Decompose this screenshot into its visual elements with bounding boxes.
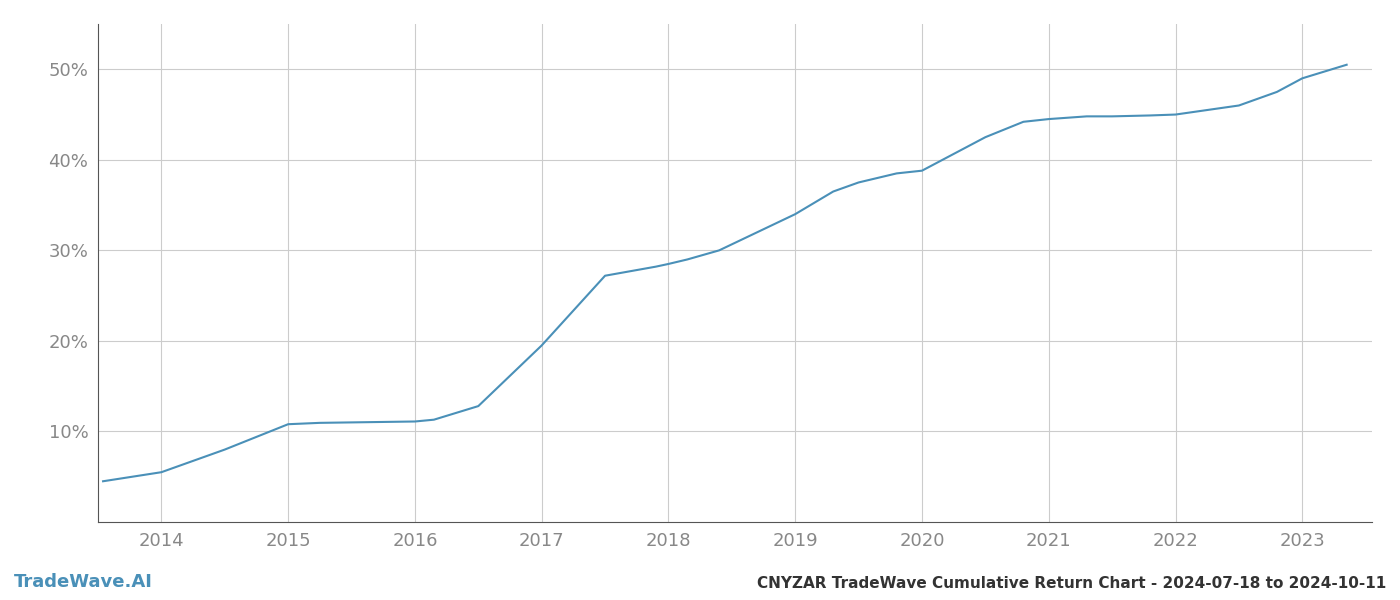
Text: CNYZAR TradeWave Cumulative Return Chart - 2024-07-18 to 2024-10-11: CNYZAR TradeWave Cumulative Return Chart… bbox=[757, 576, 1386, 591]
Text: TradeWave.AI: TradeWave.AI bbox=[14, 573, 153, 591]
